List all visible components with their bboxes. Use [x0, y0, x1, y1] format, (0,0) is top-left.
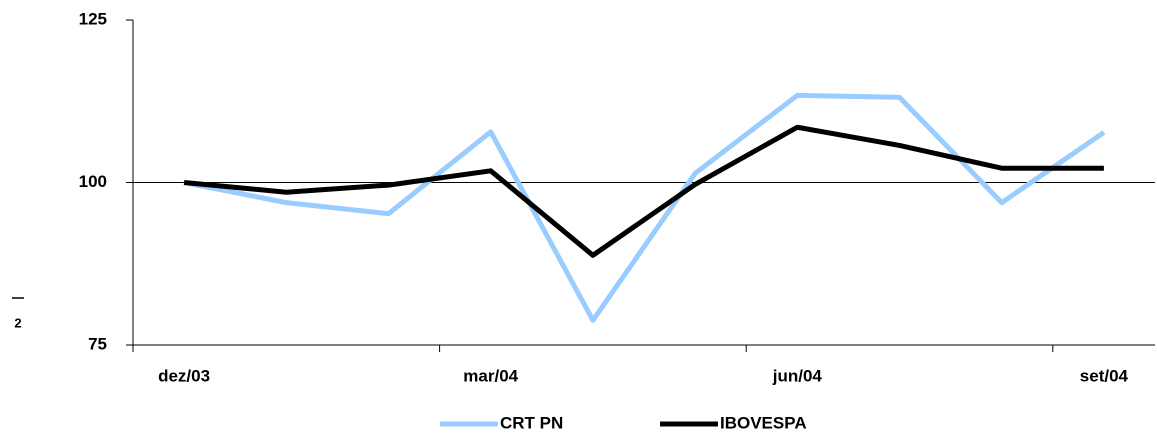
legend-label: CRT PN: [500, 413, 563, 432]
legend-label: IBOVESPA: [720, 413, 807, 432]
annotation: 2: [14, 315, 21, 330]
x-tick-label: set/04: [1080, 366, 1129, 385]
x-tick-label: jun/04: [772, 366, 823, 385]
x-tick-label: dez/03: [158, 366, 210, 385]
series-line: [183, 124, 1104, 258]
y-tick-label: 75: [88, 334, 107, 353]
x-tick-label: mar/04: [463, 366, 518, 385]
y-tick-label: 125: [79, 9, 107, 28]
series-line: [183, 92, 1106, 323]
y-tick-label: 100: [79, 172, 107, 191]
